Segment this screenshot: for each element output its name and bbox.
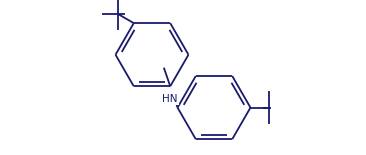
Text: HN: HN bbox=[163, 94, 178, 104]
